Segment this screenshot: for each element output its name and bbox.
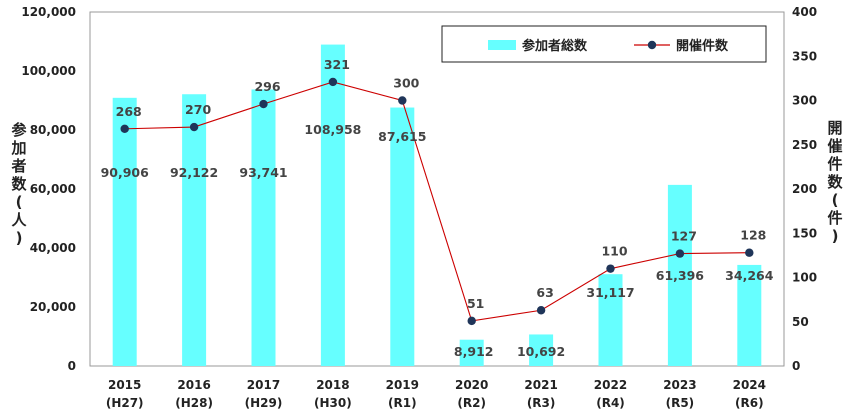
y2-tick-label: 50 xyxy=(792,315,809,329)
y2-tick-label: 0 xyxy=(792,359,800,373)
x-tick-label: 2024 xyxy=(733,378,766,392)
bar-label-2023: 61,396 xyxy=(656,268,705,283)
y-axis-title: 参加者数(人) xyxy=(10,121,27,247)
legend: 参加者総数 開催件数 xyxy=(441,25,767,63)
x-tick-sublabel: (H28) xyxy=(175,396,213,410)
line-label-2018: 321 xyxy=(324,57,350,72)
bar-label-2015: 90,906 xyxy=(101,165,150,180)
y-tick-label: 60,000 xyxy=(30,182,76,196)
x-tick-sublabel: (H30) xyxy=(314,396,352,410)
line-marker-2015 xyxy=(120,124,129,134)
line-label-2016: 270 xyxy=(185,102,211,117)
legend-bar-swatch xyxy=(488,40,516,50)
bar-label-2016: 92,122 xyxy=(170,165,218,180)
line-marker-2017 xyxy=(259,99,268,109)
x-tick-label: 2018 xyxy=(316,378,349,392)
bar-2015 xyxy=(112,97,137,366)
line-label-2022: 110 xyxy=(601,244,627,259)
legend-bar-label: 参加者総数 xyxy=(522,38,588,54)
bar-label-2020: 8,912 xyxy=(454,344,494,359)
bar-2020 xyxy=(459,339,484,366)
x-tick-label: 2015 xyxy=(108,378,141,392)
line-label-2024: 128 xyxy=(740,228,766,243)
x-tick-sublabel: (H29) xyxy=(245,396,283,410)
bar-label-2019: 87,615 xyxy=(378,129,426,144)
x-tick-label: 2021 xyxy=(524,378,557,392)
x-tick-label: 2022 xyxy=(594,378,627,392)
line-marker-2022 xyxy=(606,264,615,273)
y-tick-label: 120,000 xyxy=(21,5,76,19)
bar-2023 xyxy=(667,184,692,366)
y2-tick-label: 400 xyxy=(792,5,817,19)
x-tick-label: 2019 xyxy=(386,378,419,392)
line-marker-2016 xyxy=(189,122,199,132)
legend-line-label: 開催件数 xyxy=(676,38,729,54)
line-label-2021: 63 xyxy=(536,285,553,300)
bar-2016 xyxy=(182,94,207,366)
y2-tick-label: 300 xyxy=(792,94,817,108)
y2-axis-title: 開催件数(件) xyxy=(827,119,843,245)
legend-line-marker xyxy=(647,40,657,50)
x-tick-label: 2017 xyxy=(247,378,280,392)
y-tick-label: 80,000 xyxy=(30,123,76,137)
line-marker-2020 xyxy=(467,316,476,326)
x-tick-sublabel: (R4) xyxy=(596,396,625,410)
y-tick-label: 40,000 xyxy=(30,241,76,255)
bar-2017 xyxy=(251,89,276,366)
y-tick-label: 0 xyxy=(68,359,76,373)
bar-label-2017: 93,741 xyxy=(239,165,287,180)
line-marker-2024 xyxy=(745,248,754,257)
x-tick-sublabel: (R1) xyxy=(388,396,417,410)
line-label-2020: 51 xyxy=(467,296,484,311)
line-marker-2019 xyxy=(398,96,407,105)
bar-label-2021: 10,692 xyxy=(517,344,565,359)
line-label-2019: 300 xyxy=(393,76,419,91)
bar-2021 xyxy=(529,334,554,366)
y2-tick-label: 100 xyxy=(792,271,817,285)
line-label-2015: 268 xyxy=(116,104,142,119)
x-tick-sublabel: (R3) xyxy=(527,396,556,410)
x-tick-sublabel: (H27) xyxy=(106,396,144,410)
line-marker-2018 xyxy=(328,77,338,87)
y-tick-label: 100,000 xyxy=(21,64,76,78)
bar-label-2022: 31,117 xyxy=(586,285,634,300)
y-tick-label: 20,000 xyxy=(30,300,76,314)
line-label-2023: 127 xyxy=(671,229,697,244)
y2-tick-label: 350 xyxy=(792,49,817,63)
x-tick-sublabel: (R5) xyxy=(666,396,695,410)
y2-tick-label: 250 xyxy=(792,138,817,152)
x-tick-label: 2023 xyxy=(663,378,696,392)
bar-2018 xyxy=(320,44,345,366)
y2-tick-label: 150 xyxy=(792,226,817,240)
x-tick-label: 2020 xyxy=(455,378,488,392)
bar-label-2018: 108,958 xyxy=(304,122,361,137)
bar-label-2024: 34,264 xyxy=(725,268,774,283)
x-tick-sublabel: (R6) xyxy=(735,396,764,410)
x-tick-sublabel: (R2) xyxy=(457,396,486,410)
bar-2019 xyxy=(390,107,415,366)
line-label-2017: 296 xyxy=(254,79,280,94)
line-marker-2023 xyxy=(675,249,685,258)
x-tick-label: 2016 xyxy=(177,378,210,392)
line-series xyxy=(124,81,750,322)
bar-2024 xyxy=(737,264,762,366)
bar-2022 xyxy=(598,274,623,366)
y2-tick-label: 200 xyxy=(792,182,817,196)
line-marker-2021 xyxy=(536,306,546,315)
